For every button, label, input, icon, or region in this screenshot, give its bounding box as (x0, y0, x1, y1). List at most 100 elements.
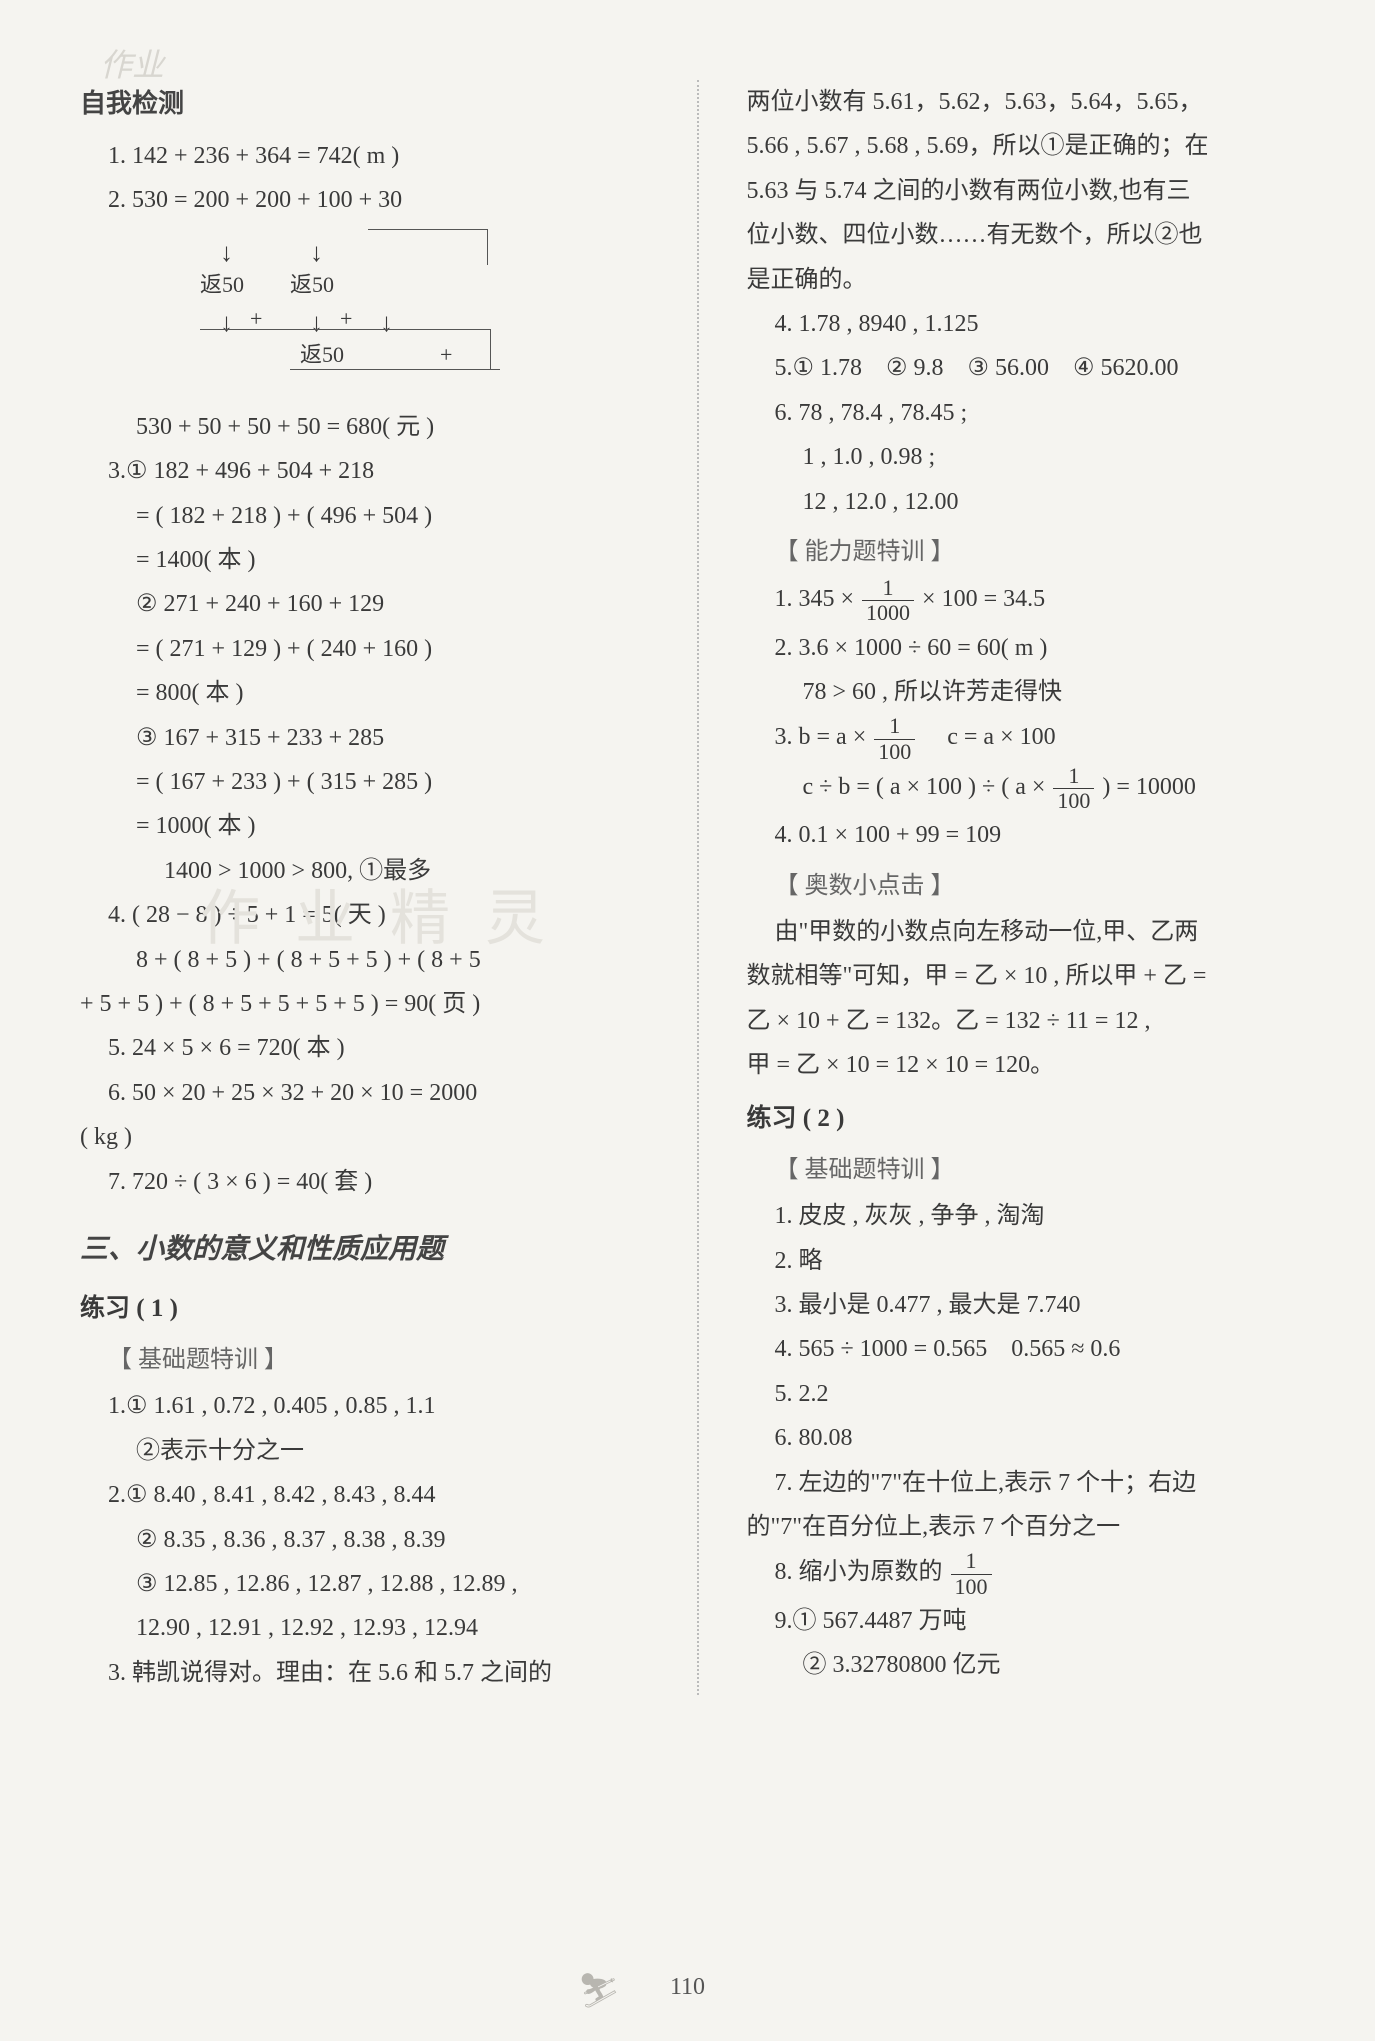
text-line: 1 , 1.0 , 0.98 ; (747, 435, 1316, 479)
text-line: 1400 > 1000 > 800, ①最多 (80, 849, 649, 893)
fraction: 1 100 (1053, 764, 1094, 813)
text-line: 9.① 567.4487 万吨 (747, 1599, 1316, 1643)
arrow-down-icon: ↓ (380, 299, 393, 347)
self-check-title: 自我检测 (80, 80, 649, 128)
text-fragment: ) = 10000 (1102, 774, 1196, 800)
text-line: 1. 皮皮 , 灰灰 , 争争 , 淘淘 (747, 1194, 1316, 1238)
right-column: 两位小数有 5.61，5.62，5.63，5.64，5.65， 5.66 , 5… (747, 80, 1316, 1695)
watermark-top: 作业 (100, 40, 164, 86)
left-column: 自我检测 1. 142 + 236 + 364 = 742( m ) 2. 53… (80, 80, 649, 1695)
diagram-label: + (250, 299, 262, 340)
text-line: ②表示十分之一 (80, 1429, 649, 1473)
fraction-den: 100 (951, 1575, 992, 1599)
text-line: 的"7"在百分位上,表示 7 个百分之一 (747, 1505, 1316, 1549)
arrow-down-icon: ↓ (220, 299, 233, 347)
fraction: 1 100 (874, 714, 915, 763)
text-line: 3.① 182 + 496 + 504 + 218 (80, 449, 649, 493)
text-fragment: 3. b = a × (775, 725, 873, 751)
text-line: 5.63 与 5.74 之间的小数有两位小数,也有三 (747, 169, 1316, 213)
text-line: ③ 12.85 , 12.86 , 12.87 , 12.88 , 12.89 … (80, 1562, 649, 1606)
text-line: 由"甲数的小数点向左移动一位,甲、乙两 (747, 910, 1316, 954)
practice-title: 练习 ( 2 ) (747, 1096, 1316, 1142)
text-line: 乙 × 10 + 乙 = 132。乙 = 132 ÷ 11 = 12 , (747, 999, 1316, 1043)
olympiad-title: 【 奥数小点击 】 (747, 864, 1316, 908)
text-line: 12 , 12.0 , 12.00 (747, 480, 1316, 524)
text-line: = ( 167 + 233 ) + ( 315 + 285 ) (80, 760, 649, 804)
text-line: 位小数、四位小数……有无数个，所以②也 (747, 213, 1316, 257)
diagram-line (490, 329, 491, 369)
text-line: 2.① 8.40 , 8.41 , 8.42 , 8.43 , 8.44 (80, 1473, 649, 1517)
basic-title: 【 基础题特训 】 (747, 1148, 1316, 1192)
text-line: 8. 缩小为原数的 1 100 (747, 1549, 1316, 1598)
text-line: 1. 142 + 236 + 364 = 742( m ) (80, 134, 649, 178)
page-container: 自我检测 1. 142 + 236 + 364 = 742( m ) 2. 53… (80, 80, 1315, 1695)
text-line: ② 3.32780800 亿元 (747, 1643, 1316, 1687)
text-line: 3. b = a × 1 100 c = a × 100 (747, 714, 1316, 763)
fraction: 1 1000 (862, 576, 914, 625)
footer-decoration-icon: ⛷ (578, 1971, 621, 2011)
text-fragment: c ÷ b = ( a × 100 ) ÷ ( a × (803, 774, 1052, 800)
page-number: 110 (670, 1974, 705, 2001)
text-line: 2. 略 (747, 1239, 1316, 1283)
text-line: 12.90 , 12.91 , 12.92 , 12.93 , 12.94 (80, 1606, 649, 1650)
text-line: 78 > 60 , 所以许芳走得快 (747, 670, 1316, 714)
text-line: + 5 + 5 ) + ( 8 + 5 + 5 + 5 + 5 ) = 90( … (80, 982, 649, 1026)
text-line: 7. 720 ÷ ( 3 × 6 ) = 40( 套 ) (80, 1160, 649, 1204)
text-line: 3. 最小是 0.477 , 最大是 7.740 (747, 1283, 1316, 1327)
text-line: 4. ( 28 − 8 ) ÷ 5 + 1 = 5( 天 ) (80, 893, 649, 937)
fraction-num: 1 (874, 714, 915, 739)
text-line: 8 + ( 8 + 5 ) + ( 8 + 5 + 5 ) + ( 8 + 5 (80, 938, 649, 982)
text-line: 5.① 1.78 ② 9.8 ③ 56.00 ④ 5620.00 (747, 346, 1316, 390)
fraction-num: 1 (1053, 764, 1094, 789)
text-line: 2. 3.6 × 1000 ÷ 60 = 60( m ) (747, 626, 1316, 670)
fraction-den: 100 (874, 740, 915, 764)
text-line: 4. 1.78 , 8940 , 1.125 (747, 302, 1316, 346)
text-line: 是正确的。 (747, 258, 1316, 302)
text-line: = 1000( 本 ) (80, 804, 649, 848)
fraction-den: 1000 (862, 601, 914, 625)
basic-title: 【 基础题特训 】 (80, 1338, 649, 1382)
fraction: 1 100 (951, 1549, 992, 1598)
ability-title: 【 能力题特训 】 (747, 530, 1316, 574)
return-diagram: ↓ ↓ 返50 返50 ↓ + ↓ + ↓ 返50 + (190, 229, 530, 399)
text-fragment: c = a × 100 (923, 725, 1055, 751)
column-divider (697, 80, 699, 1695)
diagram-line (368, 229, 488, 265)
text-line: 甲 = 乙 × 10 = 12 × 10 = 120。 (747, 1043, 1316, 1087)
text-line: 6. 80.08 (747, 1416, 1316, 1460)
text-line: 1. 345 × 1 1000 × 100 = 34.5 (747, 576, 1316, 625)
text-line: ③ 167 + 315 + 233 + 285 (80, 716, 649, 760)
text-line: 2. 530 = 200 + 200 + 100 + 30 (80, 178, 649, 222)
text-line: 7. 左边的"7"在十位上,表示 7 个十；右边 (747, 1461, 1316, 1505)
text-line: c ÷ b = ( a × 100 ) ÷ ( a × 1 100 ) = 10… (747, 764, 1316, 813)
diagram-line (290, 369, 500, 370)
text-line: ② 271 + 240 + 160 + 129 (80, 582, 649, 626)
text-line: 3. 韩凯说得对。理由：在 5.6 和 5.7 之间的 (80, 1651, 649, 1695)
text-line: 6. 78 , 78.4 , 78.45 ; (747, 391, 1316, 435)
text-fragment: × 100 = 34.5 (922, 587, 1045, 613)
text-line: 两位小数有 5.61，5.62，5.63，5.64，5.65， (747, 80, 1316, 124)
text-line: = ( 271 + 129 ) + ( 240 + 160 ) (80, 627, 649, 671)
fraction-num: 1 (951, 1549, 992, 1574)
text-fragment: 8. 缩小为原数的 (775, 1560, 949, 1586)
diagram-label: + (340, 299, 352, 340)
chapter-title: 三、小数的意义和性质应用题 (80, 1224, 649, 1276)
text-line: 5. 24 × 5 × 6 = 720( 本 ) (80, 1026, 649, 1070)
text-line: 4. 0.1 × 100 + 99 = 109 (747, 813, 1316, 857)
text-line: 数就相等"可知，甲 = 乙 × 10 , 所以甲 + 乙 = (747, 954, 1316, 998)
fraction-num: 1 (862, 576, 914, 601)
fraction-den: 100 (1053, 789, 1094, 813)
text-line: 4. 565 ÷ 1000 = 0.565 0.565 ≈ 0.6 (747, 1327, 1316, 1371)
text-line: = 1400( 本 ) (80, 538, 649, 582)
text-line: = 800( 本 ) (80, 671, 649, 715)
text-line: = ( 182 + 218 ) + ( 496 + 504 ) (80, 494, 649, 538)
text-line: 1.① 1.61 , 0.72 , 0.405 , 0.85 , 1.1 (80, 1384, 649, 1428)
text-fragment: 1. 345 × (775, 587, 861, 613)
text-line: 5. 2.2 (747, 1372, 1316, 1416)
text-line: 6. 50 × 20 + 25 × 32 + 20 × 10 = 2000 (80, 1071, 649, 1115)
text-line: 530 + 50 + 50 + 50 = 680( 元 ) (80, 405, 649, 449)
text-line: ② 8.35 , 8.36 , 8.37 , 8.38 , 8.39 (80, 1518, 649, 1562)
diagram-line (200, 329, 490, 330)
practice-title: 练习 ( 1 ) (80, 1286, 649, 1332)
text-line: ( kg ) (80, 1115, 649, 1159)
